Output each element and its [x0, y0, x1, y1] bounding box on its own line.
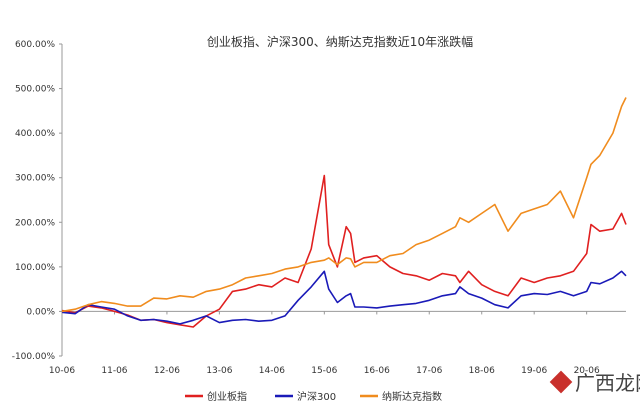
- legend-label: 创业板指: [207, 390, 247, 403]
- y-tick-label: 400.00%: [15, 129, 55, 139]
- chart-title: 创业板指、沪深300、纳斯达克指数近10年涨跌幅: [207, 34, 473, 49]
- x-tick-label: 17-06: [416, 366, 442, 376]
- x-tick-label: 15-06: [311, 366, 337, 376]
- x-tick-label: 19-06: [521, 366, 547, 376]
- legend-label: 纳斯达克指数: [382, 390, 442, 403]
- y-tick-label: 200.00%: [15, 218, 55, 228]
- plot-area: -100.00% 0.00% 100.00% 200.00% 300.00% 400.00…: [12, 40, 627, 376]
- series-line: [61, 270, 627, 325]
- y-tick-label: 600.00%: [15, 40, 55, 50]
- x-tick-label: 10-06: [49, 366, 75, 376]
- y-tick-label: 300.00%: [15, 174, 55, 184]
- legend-label: 沪深300: [297, 390, 336, 403]
- y-tick-label: 100.00%: [15, 263, 55, 273]
- watermark-logo-icon: [549, 370, 573, 394]
- watermark-text: 广西龙网: [575, 371, 640, 395]
- watermark: 广西龙网: [549, 370, 640, 395]
- y-tick-label: 0.00%: [26, 307, 55, 317]
- x-tick-label: 13-06: [206, 366, 232, 376]
- series-line: [61, 97, 627, 313]
- x-tick-label: 11-06: [101, 366, 127, 376]
- x-tick-label: 18-06: [469, 366, 495, 376]
- legend: 创业板指 沪深300 纳斯达克指数: [185, 390, 442, 403]
- series-line: [61, 174, 627, 328]
- x-tick-label: 16-06: [364, 366, 390, 376]
- y-tick-label: 500.00%: [15, 85, 55, 95]
- x-tick-label: 14-06: [259, 366, 285, 376]
- y-tick-label: -100.00%: [12, 352, 56, 362]
- x-tick-label: 12-06: [154, 366, 180, 376]
- x-tick-label: 20-06: [574, 366, 600, 376]
